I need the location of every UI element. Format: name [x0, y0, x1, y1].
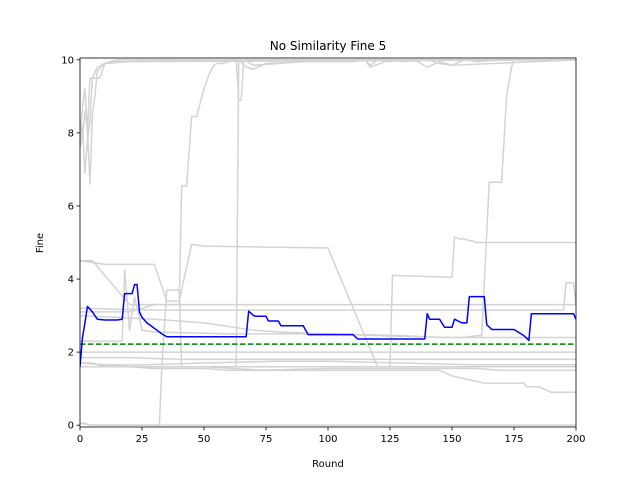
x-axis-label: Round [312, 459, 344, 470]
x-tick-label: 125 [380, 434, 399, 445]
background-run-line-14 [80, 360, 576, 366]
background-run-line-1 [80, 59, 576, 141]
y-tick-label: 6 [68, 201, 74, 212]
x-tick-label: 150 [442, 434, 461, 445]
background-run-line-13 [80, 356, 576, 361]
mean-series-line [80, 283, 576, 367]
plot-area [80, 59, 576, 426]
x-tick-label: 25 [136, 434, 149, 445]
axes: 0 25 50 75 100 125 150 175 200 0 2 4 6 8 10 [61, 55, 585, 445]
background-run-line-3 [80, 59, 576, 174]
y-axis-label: Fine [35, 233, 46, 253]
background-run-line-10 [80, 303, 576, 313]
series-group [80, 59, 576, 426]
x-tick-label: 175 [504, 434, 523, 445]
x-tick-label: 100 [318, 434, 337, 445]
chart-title: No Similarity Fine 5 [270, 39, 386, 53]
background-run-line-5 [80, 289, 576, 426]
y-tick-label: 0 [68, 421, 74, 432]
background-run-line-11 [80, 281, 576, 311]
background-run-line-18 [80, 314, 576, 339]
background-run-line-17 [80, 365, 576, 394]
y-tick-label: 8 [68, 128, 74, 139]
x-tick-label: 0 [77, 434, 83, 445]
x-tick-label: 200 [566, 434, 585, 445]
y-tick-label: 10 [61, 55, 74, 66]
x-tick-label: 50 [198, 434, 211, 445]
y-tick-label: 4 [68, 275, 74, 286]
x-tick-label: 75 [260, 434, 273, 445]
y-tick-label: 2 [68, 348, 74, 359]
